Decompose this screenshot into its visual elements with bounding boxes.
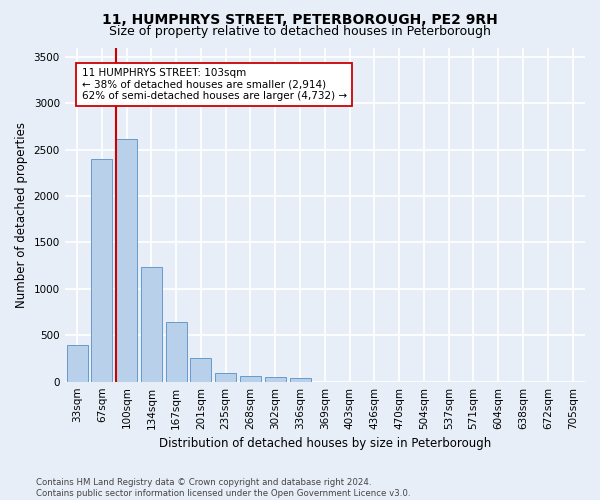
Bar <box>166 322 187 382</box>
Text: Contains HM Land Registry data © Crown copyright and database right 2024.
Contai: Contains HM Land Registry data © Crown c… <box>36 478 410 498</box>
Y-axis label: Number of detached properties: Number of detached properties <box>15 122 28 308</box>
Bar <box>240 376 261 382</box>
Bar <box>67 346 88 382</box>
Bar <box>290 378 311 382</box>
Bar <box>91 159 112 382</box>
Text: 11, HUMPHRYS STREET, PETERBOROUGH, PE2 9RH: 11, HUMPHRYS STREET, PETERBOROUGH, PE2 9… <box>102 12 498 26</box>
Bar <box>116 140 137 382</box>
Bar <box>265 376 286 382</box>
Text: Size of property relative to detached houses in Peterborough: Size of property relative to detached ho… <box>109 25 491 38</box>
Bar <box>190 358 211 382</box>
Bar <box>141 266 162 382</box>
Text: 11 HUMPHRYS STREET: 103sqm
← 38% of detached houses are smaller (2,914)
62% of s: 11 HUMPHRYS STREET: 103sqm ← 38% of deta… <box>82 68 347 101</box>
X-axis label: Distribution of detached houses by size in Peterborough: Distribution of detached houses by size … <box>159 437 491 450</box>
Bar <box>215 373 236 382</box>
